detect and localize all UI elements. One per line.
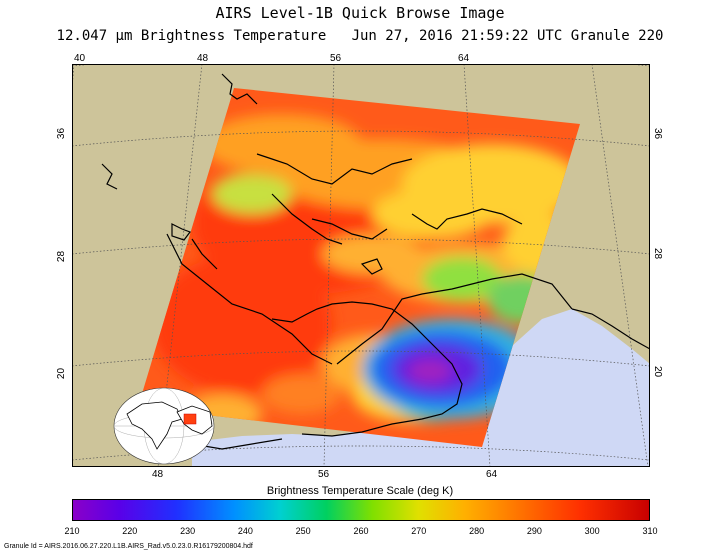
scale-tick-label: 270	[411, 526, 427, 536]
scale-tick-label: 240	[237, 526, 253, 536]
scale-title: Brightness Temperature Scale (deg K)	[266, 485, 454, 497]
lon-bottom-48: 48	[152, 469, 164, 480]
lat-right-36: 36	[652, 127, 664, 140]
subtitle-time-granule: Jun 27, 2016 21:59:22 UTC Granule 220	[351, 28, 664, 44]
scale-tick-label: 230	[180, 526, 196, 536]
lon-top-64: 64	[458, 53, 470, 64]
page-subtitle: 12.047 μm Brightness Temperature Jun 27,…	[0, 28, 720, 44]
subtitle-product: 12.047 μm Brightness Temperature	[56, 28, 327, 44]
lon-top-48: 48	[197, 53, 209, 64]
scale-tick-label: 260	[353, 526, 369, 536]
color-scale-bar	[72, 499, 650, 521]
lat-right-28: 28	[652, 247, 664, 260]
inset-globe	[113, 387, 215, 465]
lat-left-20: 20	[56, 367, 68, 380]
scale-tick-label: 250	[295, 526, 311, 536]
lat-left-36: 36	[56, 127, 68, 140]
lat-right-20: 20	[652, 365, 664, 378]
lon-top-56: 56	[330, 53, 342, 64]
granule-id: Granule Id = AIRS.2016.06.27.220.L1B.AIR…	[4, 543, 253, 550]
lon-top-40: 40	[74, 53, 86, 64]
scale-tick-label: 290	[526, 526, 542, 536]
lat-left-28: 28	[56, 250, 68, 263]
scale-tick-label: 300	[584, 526, 600, 536]
airs-swath-map	[72, 64, 650, 467]
lon-bottom-64: 64	[486, 469, 498, 480]
scale-tick-label: 220	[122, 526, 138, 536]
lon-bottom-56: 56	[318, 469, 330, 480]
coastlines	[101, 73, 650, 450]
page-title: AIRS Level-1B Quick Browse Image	[215, 4, 505, 22]
scale-tick-label: 210	[64, 526, 80, 536]
arabian-sea	[192, 309, 650, 467]
scale-tick-label: 310	[642, 526, 658, 536]
scale-tick-label: 280	[469, 526, 485, 536]
